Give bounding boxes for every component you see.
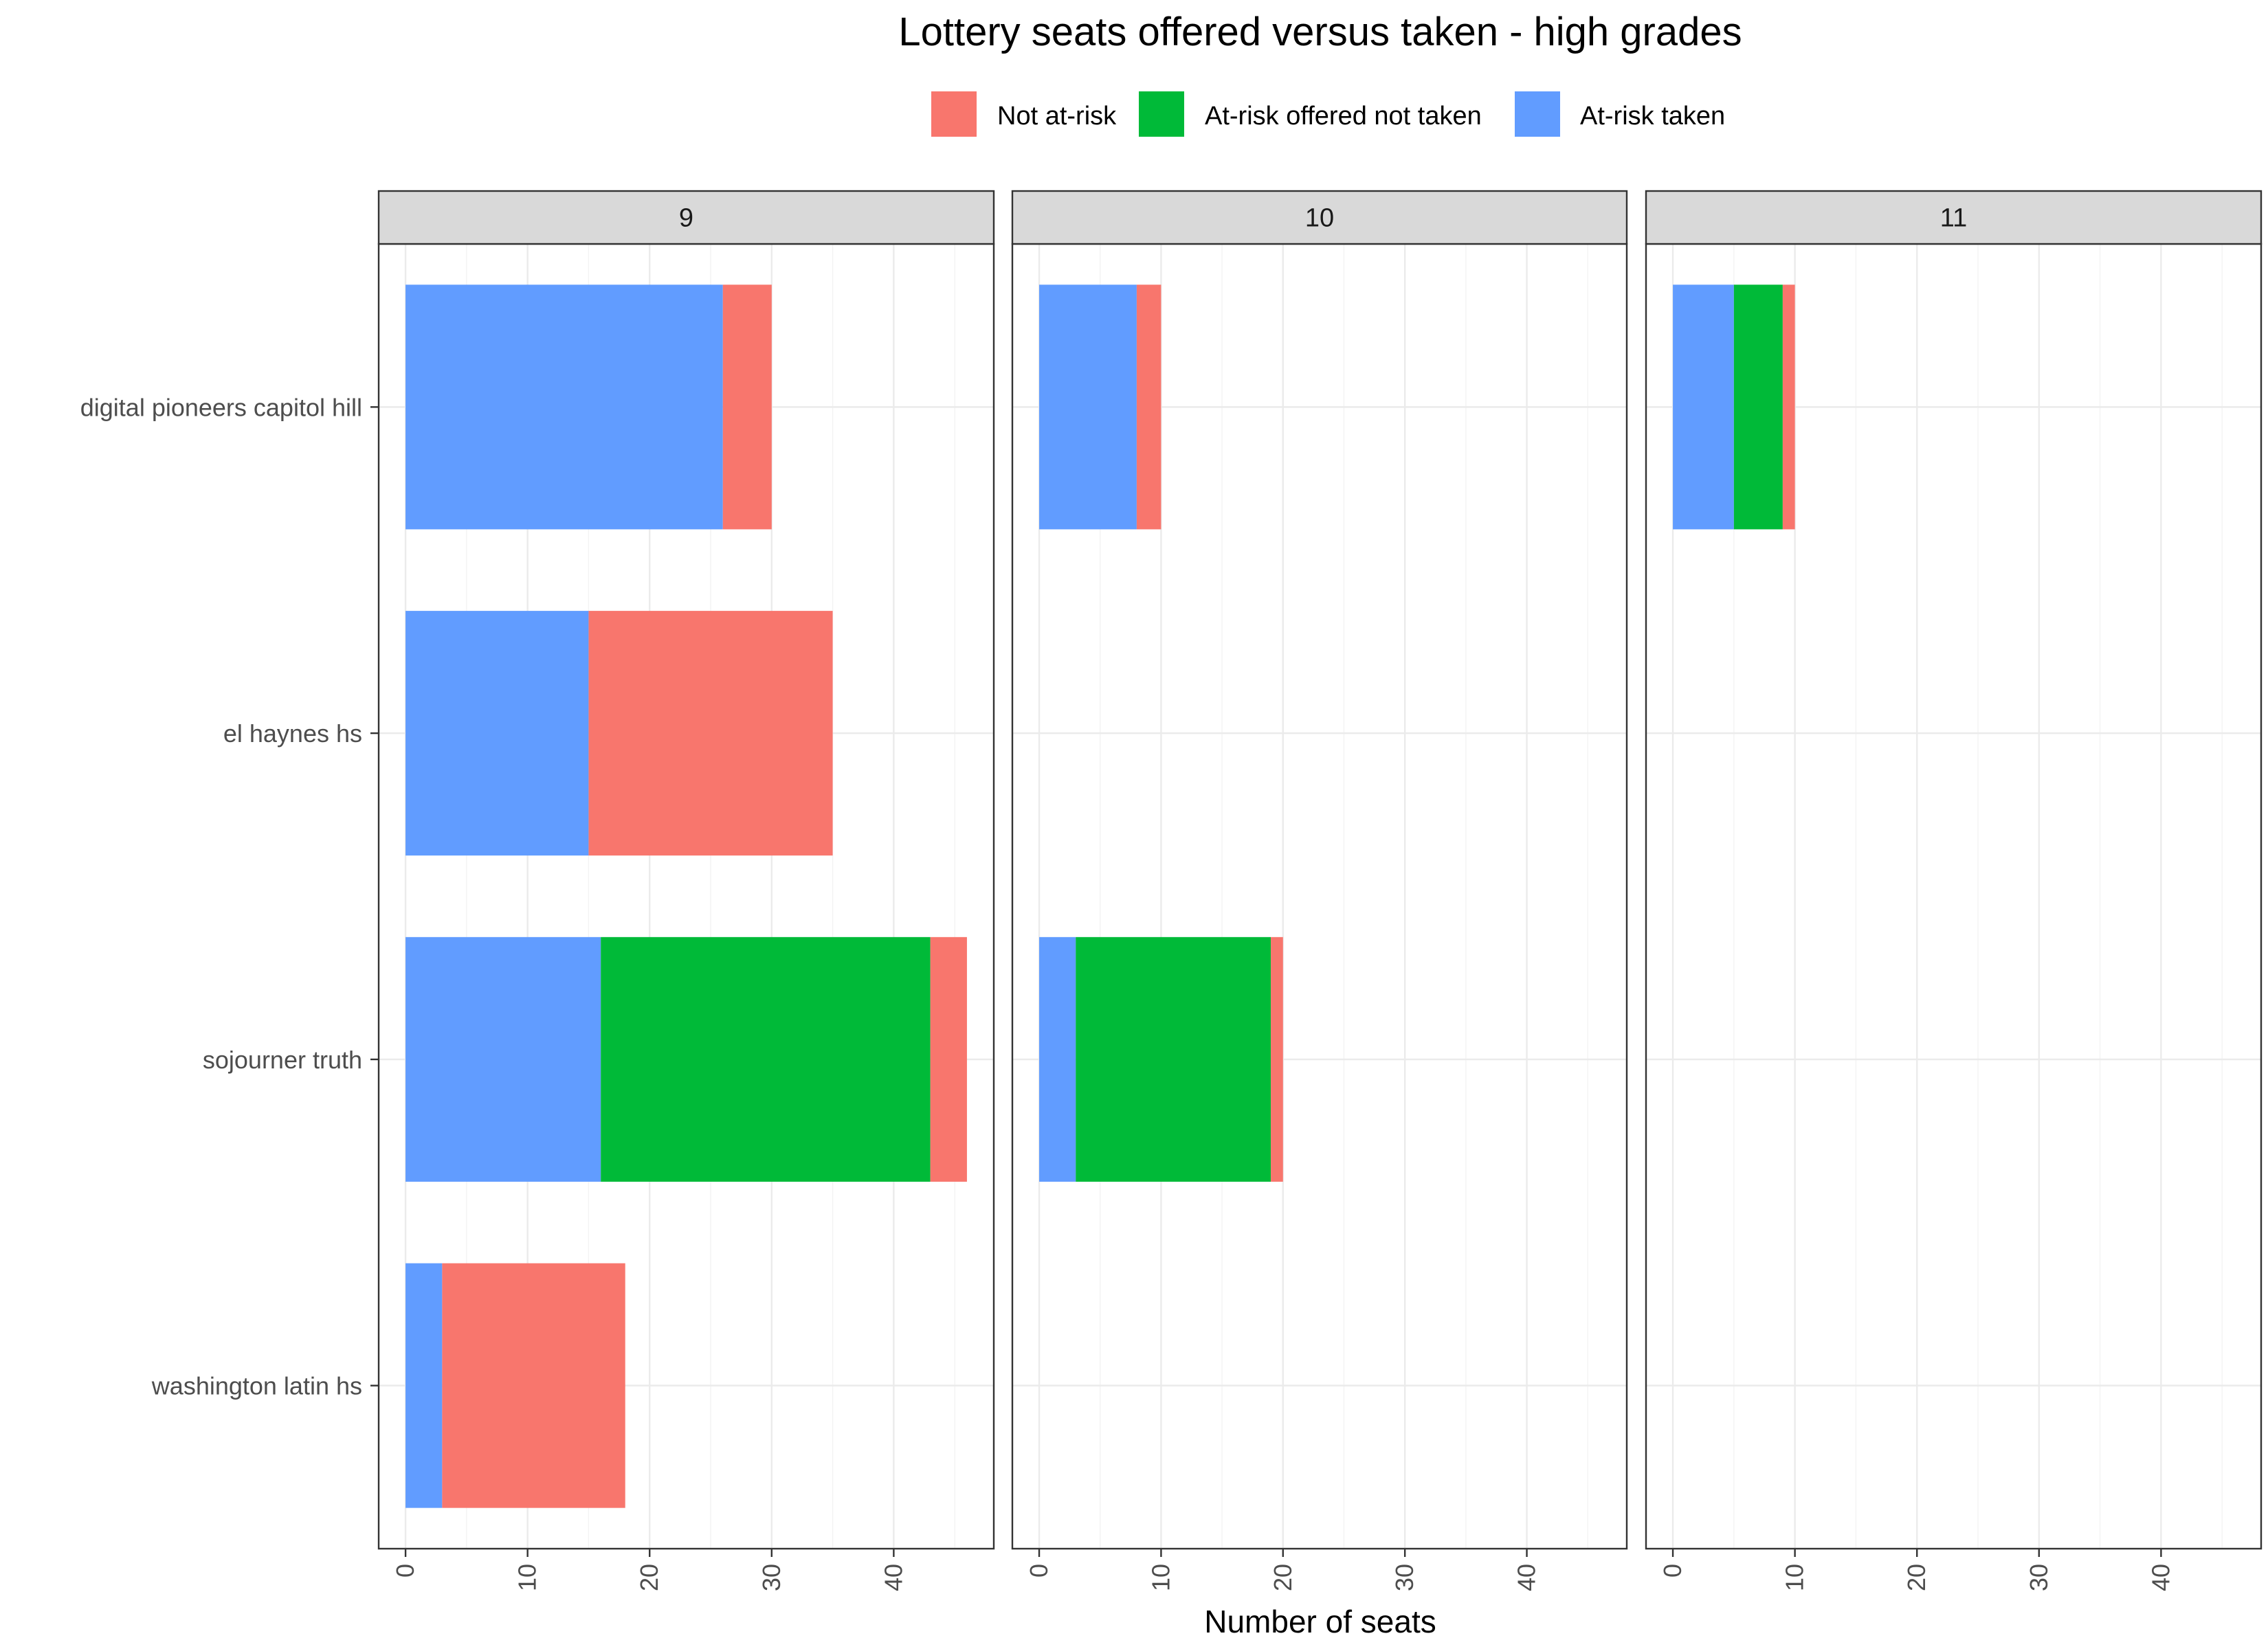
facet-strip [377, 190, 995, 245]
bar-10-sojourner-truth-at-risk-offered-not-taken [1076, 936, 1271, 1182]
bar-10-sojourner-truth-not-at-risk [1271, 936, 1283, 1182]
y-tick-label-washington-latin-hs: washington latin hs [151, 1372, 362, 1400]
legend-label-at-risk-taken: At-risk taken [1580, 102, 1725, 131]
bar-9-el-haynes-hs-at-risk-taken [405, 611, 589, 856]
bar-9-sojourner-truth-not-at-risk [930, 936, 967, 1182]
x-tick-label: 40 [2146, 1564, 2175, 1591]
facet-panel-11: 11 0 10 20 30 40 [1645, 190, 2263, 1591]
bar-11-digital-pioneers-capitol-hill-not-at-risk [1782, 284, 1795, 530]
facet-strip [1645, 190, 2263, 245]
x-axis-title: Number of seats [1204, 1604, 1436, 1639]
y-axis: washington latin hs sojourner truth el hay… [80, 393, 379, 1400]
x-tick-label: 40 [1513, 1564, 1541, 1591]
x-tick-label: 20 [1902, 1564, 1931, 1591]
y-tick-label-el-haynes-hs: el haynes hs [223, 719, 362, 748]
chart-title: Lottery seats offered versus taken - hig… [898, 10, 1742, 54]
bar-9-digital-pioneers-capitol-hill-at-risk-taken [405, 284, 723, 530]
legend-label-at-risk-offered-not-taken: At-risk offered not taken [1205, 102, 1482, 131]
x-tick-label: 10 [1146, 1564, 1175, 1591]
legend: Not at-risk At-risk offered not taken At… [931, 91, 1725, 137]
bar-11-digital-pioneers-capitol-hill-at-risk-offered-not-taken [1733, 284, 1783, 530]
legend-key-at-risk-offered-not-taken [1139, 91, 1184, 137]
bar-9-washington-latin-hs-at-risk-taken [405, 1263, 443, 1508]
legend-label-not-at-risk: Not at-risk [997, 102, 1117, 131]
facet-panel-10: 10 0 10 20 30 40 [1011, 190, 1628, 1591]
bar-9-sojourner-truth-at-risk-offered-not-taken [601, 936, 931, 1182]
x-tick-label: 30 [2025, 1564, 2053, 1591]
facet-strip-label: 10 [1305, 204, 1334, 233]
x-tick-label: 30 [757, 1564, 786, 1591]
x-tick-label: 40 [879, 1564, 907, 1591]
x-tick-label: 10 [513, 1564, 542, 1591]
bar-9-el-haynes-hs-not-at-risk [588, 611, 833, 856]
facet-panel-9: 9 0 10 20 30 40 [377, 190, 995, 1591]
y-tick-label-sojourner-truth: sojourner truth [203, 1046, 362, 1074]
y-tick-label-digital-pioneers-capitol-hill: digital pioneers capitol hill [80, 393, 362, 421]
x-tick-label: 0 [1658, 1564, 1687, 1578]
bar-10-sojourner-truth-at-risk-taken [1039, 936, 1076, 1182]
facet-strip-label: 11 [1940, 204, 1967, 233]
bar-11-digital-pioneers-capitol-hill-at-risk-taken [1673, 284, 1734, 530]
x-tick-label: 0 [1025, 1564, 1053, 1578]
bar-9-digital-pioneers-capitol-hill-not-at-risk [722, 284, 772, 530]
x-tick-label: 0 [391, 1564, 419, 1578]
x-tick-label: 30 [1390, 1564, 1419, 1591]
x-tick-label: 20 [1269, 1564, 1297, 1591]
facet-strip-label: 9 [679, 204, 693, 233]
legend-key-at-risk-taken [1515, 91, 1560, 137]
x-tick-label: 10 [1781, 1564, 1809, 1591]
bar-10-digital-pioneers-capitol-hill-at-risk-taken [1039, 284, 1137, 530]
bar-10-digital-pioneers-capitol-hill-not-at-risk [1136, 284, 1161, 530]
bar-9-sojourner-truth-at-risk-taken [405, 936, 601, 1182]
legend-key-not-at-risk [931, 91, 977, 137]
facet-strip [1011, 190, 1628, 245]
facet-panels: 9 0 10 20 30 40 10 0 10 20 30 40 11 0 10 20 30 40 [377, 190, 2263, 1591]
bar-9-washington-latin-hs-not-at-risk [442, 1263, 625, 1508]
x-tick-label: 20 [635, 1564, 663, 1591]
